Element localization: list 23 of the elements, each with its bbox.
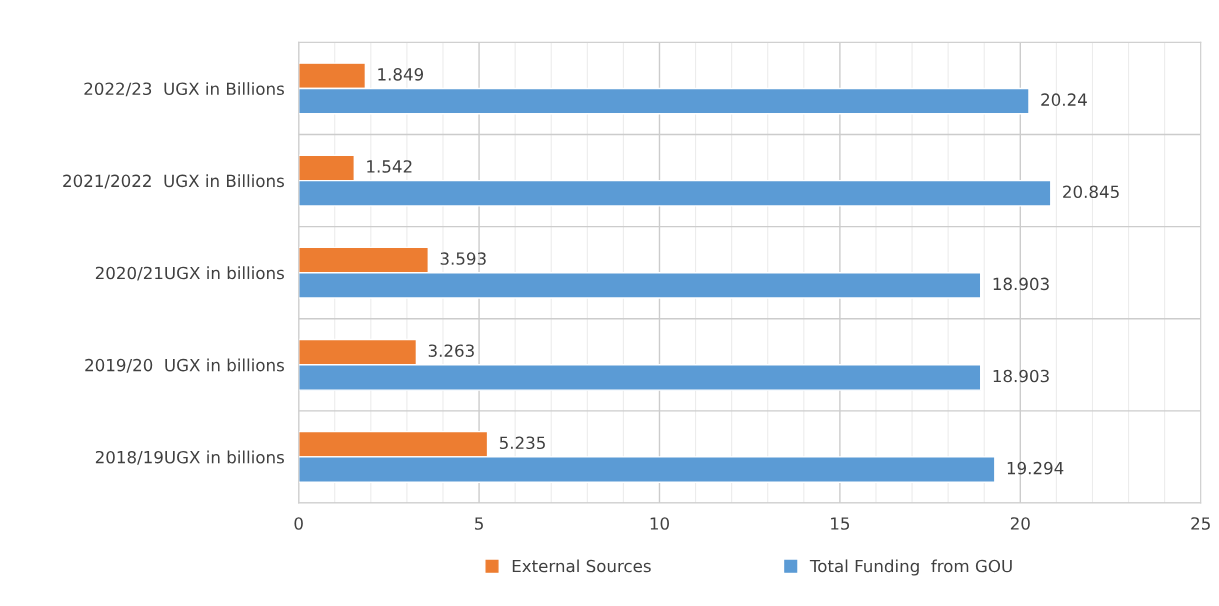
x-tick-label: 10 <box>650 517 669 530</box>
data-label: 20.24 <box>1041 93 1087 106</box>
data-label: 20.845 <box>1063 185 1119 199</box>
legend-label: Total Funding from GOU <box>809 559 1012 576</box>
y-tick-label: 2019/20 UGX in billions <box>85 358 284 373</box>
data-label: 3.263 <box>428 344 474 357</box>
legend-label: External Sources <box>512 559 651 573</box>
x-tick-label: 5 <box>475 517 483 530</box>
x-tick-label: 15 <box>831 517 850 530</box>
y-tick-label: 2021/2022 UGX in Billions <box>63 174 284 189</box>
data-label: 1.849 <box>378 68 424 81</box>
y-tick-label: 2022/23 UGX in Billions <box>84 82 284 97</box>
data-label: 3.593 <box>440 252 486 265</box>
data-label: 19.294 <box>1007 461 1064 475</box>
x-tick-label: 0 <box>294 517 303 530</box>
x-tick-label: 20 <box>1010 517 1030 530</box>
y-tick-label: 2020/21UGX in billions <box>95 266 284 281</box>
x-tick-label: 25 <box>1191 517 1210 530</box>
data-label: 1.542 <box>367 160 412 173</box>
data-label: 18.903 <box>993 369 1049 383</box>
y-tick-label: 2018/19UGX in billions <box>95 450 284 465</box>
data-label: 18.903 <box>993 277 1049 291</box>
data-label: 5.235 <box>499 436 545 450</box>
